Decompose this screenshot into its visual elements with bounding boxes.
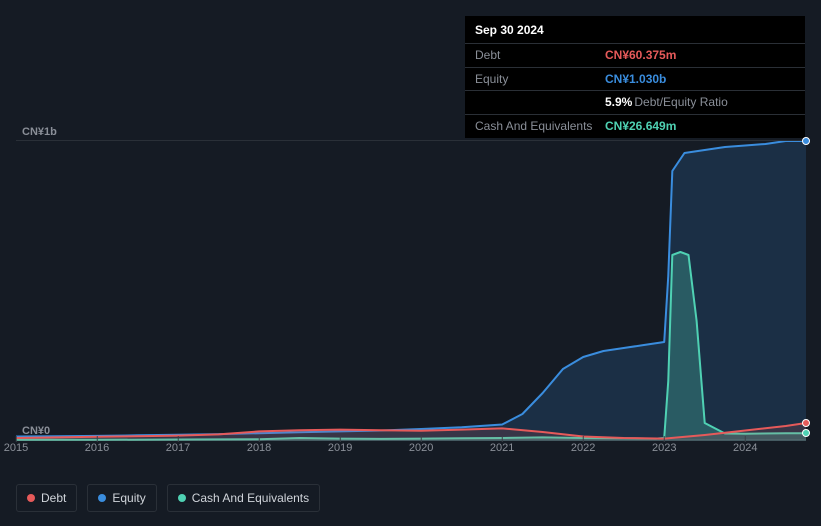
x-tick: 2020 (409, 442, 433, 454)
chart-svg (16, 141, 806, 441)
legend-item-cash-and-equivalents[interactable]: Cash And Equivalents (167, 484, 320, 512)
legend-item-equity[interactable]: Equity (87, 484, 156, 512)
tooltip-row-value: CN¥60.375m (605, 47, 676, 64)
x-tick-mark (340, 436, 341, 442)
x-tick-label: 2015 (4, 442, 28, 454)
x-tick: 2017 (166, 442, 190, 454)
x-tick-mark (664, 436, 665, 442)
tooltip-row-label (475, 94, 605, 111)
series-area-cash-and-equivalents (16, 252, 806, 441)
x-axis: 2015201620172018201920202021202220232024 (16, 442, 806, 466)
x-tick-mark (97, 436, 98, 442)
x-tick-label: 2020 (409, 442, 433, 454)
x-tick-label: 2017 (166, 442, 190, 454)
x-tick-mark (745, 436, 746, 442)
x-tick-mark (178, 436, 179, 442)
legend-label: Debt (41, 491, 66, 505)
x-tick-label: 2024 (733, 442, 757, 454)
legend-label: Cash And Equivalents (192, 491, 309, 505)
tooltip-row-value: CN¥1.030b (605, 71, 666, 88)
x-tick-label: 2021 (490, 442, 514, 454)
x-tick: 2018 (247, 442, 271, 454)
hover-dot-debt (802, 419, 810, 427)
x-tick: 2022 (571, 442, 595, 454)
tooltip-row: DebtCN¥60.375m (465, 43, 805, 67)
x-tick-label: 2022 (571, 442, 595, 454)
x-tick-label: 2019 (328, 442, 352, 454)
x-tick: 2015 (4, 442, 28, 454)
y-axis-label-max: CN¥1b (22, 126, 57, 138)
x-tick-mark (259, 436, 260, 442)
x-tick: 2023 (652, 442, 676, 454)
x-tick-mark (502, 436, 503, 442)
tooltip-row: EquityCN¥1.030b (465, 67, 805, 91)
x-tick-label: 2023 (652, 442, 676, 454)
x-tick: 2024 (733, 442, 757, 454)
tooltip-row-label: Equity (475, 71, 605, 88)
x-tick-mark (583, 436, 584, 442)
x-tick-label: 2018 (247, 442, 271, 454)
tooltip-row-suffix: Debt/Equity Ratio (634, 94, 727, 111)
tooltip-date: Sep 30 2024 (465, 16, 805, 43)
x-tick: 2016 (85, 442, 109, 454)
x-tick: 2019 (328, 442, 352, 454)
tooltip-row-value: 5.9% (605, 94, 632, 111)
x-tick-mark (421, 436, 422, 442)
chart-plot-area[interactable] (16, 140, 806, 440)
legend-dot-icon (27, 494, 35, 502)
legend-dot-icon (178, 494, 186, 502)
legend-dot-icon (98, 494, 106, 502)
debt-equity-chart: CN¥1b CN¥0 20152016201720182019202020212… (16, 120, 806, 470)
x-tick-label: 2016 (85, 442, 109, 454)
tooltip-row-label: Debt (475, 47, 605, 64)
legend-item-debt[interactable]: Debt (16, 484, 77, 512)
hover-dot-equity (802, 137, 810, 145)
hover-dot-cash-and-equivalents (802, 429, 810, 437)
tooltip-row: 5.9% Debt/Equity Ratio (465, 90, 805, 114)
x-tick-mark (16, 436, 17, 442)
chart-legend: Debt Equity Cash And Equivalents (16, 484, 320, 512)
x-tick: 2021 (490, 442, 514, 454)
legend-label: Equity (112, 491, 145, 505)
